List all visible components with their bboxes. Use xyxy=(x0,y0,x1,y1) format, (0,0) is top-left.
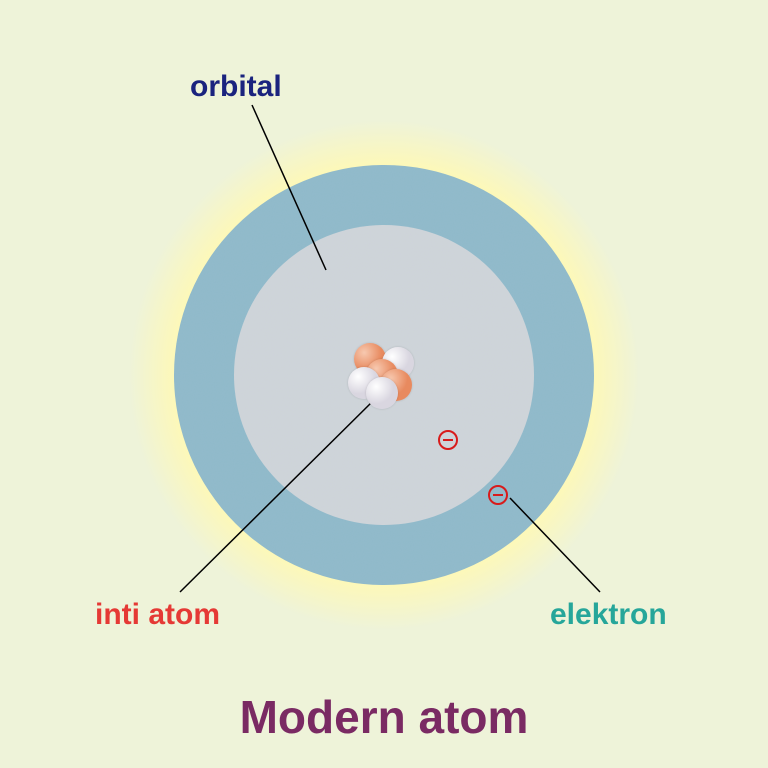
diagram-title: Modern atom xyxy=(0,690,768,744)
label-elektron: elektron xyxy=(550,598,667,632)
label-orbital: orbital xyxy=(190,70,282,104)
label-inti-atom: inti atom xyxy=(95,598,220,632)
neutron-icon xyxy=(366,377,398,409)
electron-icon xyxy=(438,430,458,450)
electron-icon xyxy=(488,485,508,505)
